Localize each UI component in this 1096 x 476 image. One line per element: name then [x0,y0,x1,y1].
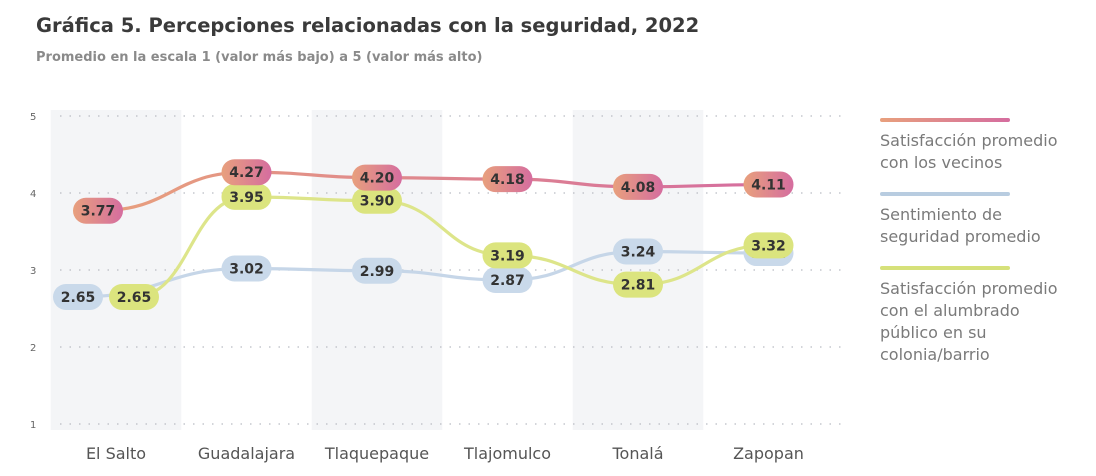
data-label-seguridad: 3.24 [621,245,656,261]
data-label-alumbrado: 2.81 [621,278,656,294]
chart-title: Gráfica 5. Percepciones relacionadas con… [36,14,700,37]
data-label-alumbrado: 3.32 [751,238,786,254]
data-label-vecinos: 3.77 [81,204,116,220]
chart-subtitle: Promedio en la escala 1 (valor más bajo)… [36,50,483,65]
data-point-vecinos [352,164,402,191]
data-label-vecinos: 4.08 [621,180,656,196]
x-tick-label: Tonalá [611,444,663,463]
legend-item-alumbrado: Satisfacción promedio con el alumbrado p… [868,266,1078,366]
legend-swatch-alumbrado [880,266,1010,270]
legend-item-seguridad: Sentimiento de seguridad promedio [868,192,1078,248]
data-point-vecinos [613,173,663,200]
legend-label-line: Satisfacción promedio [880,131,1058,150]
y-tick-label: 2 [30,343,36,354]
y-tick-label: 4 [30,189,36,200]
legend: Satisfacción promedio con los vecinos Se… [868,118,1078,384]
legend-label-line: Sentimiento de [880,205,1003,224]
data-label-alumbrado: 3.19 [490,248,525,264]
legend-label-line: público en su [880,323,987,342]
legend-label-vecinos: Satisfacción promedio con los vecinos [868,130,1078,174]
data-point-alumbrado [613,271,663,298]
data-point-alumbrado [109,283,159,310]
data-label-vecinos: 4.27 [229,165,264,181]
y-tick-label: 1 [30,420,36,431]
data-label-alumbrado: 3.90 [360,194,395,210]
legend-label-line: con los vecinos [880,153,1003,172]
column-band [572,110,704,430]
data-label-seguridad: 2.87 [490,273,525,289]
data-label-seguridad: 2.65 [61,290,96,306]
legend-swatch-vecinos [880,118,1010,122]
column-band [50,110,182,430]
y-tick-label: 3 [30,266,36,277]
x-tick-label: El Salto [86,444,146,463]
data-label-vecinos: 4.18 [490,172,525,188]
data-label-seguridad: 3.02 [229,261,264,277]
data-point-alumbrado [352,187,402,214]
legend-label-line: seguridad promedio [880,227,1041,246]
legend-swatch-seguridad [880,192,1010,196]
data-point-seguridad [613,238,663,265]
data-label-alumbrado: 3.95 [229,190,264,206]
data-point-seguridad [53,283,103,310]
legend-label-line: Satisfacción promedio [880,279,1058,298]
data-label-alumbrado: 2.65 [117,290,152,306]
data-label-seguridad: 2.99 [360,264,395,280]
data-label-vecinos: 4.20 [360,171,395,187]
data-point-vecinos [221,159,272,186]
x-tick-label: Guadalajara [198,444,295,463]
data-point-seguridad [221,255,272,282]
data-point-seguridad [352,257,402,284]
legend-item-vecinos: Satisfacción promedio con los vecinos [868,118,1078,174]
x-tick-label: Tlaquepaque [324,444,429,463]
data-label-vecinos: 4.11 [751,178,786,194]
legend-label-seguridad: Sentimiento de seguridad promedio [868,204,1078,248]
data-point-vecinos [73,197,123,224]
data-point-vecinos [482,166,533,193]
data-point-vecinos [743,171,794,198]
data-point-alumbrado [482,242,533,269]
legend-label-line: colonia/barrio [880,345,990,364]
x-tick-label: Zapopan [733,444,804,463]
y-tick-label: 5 [30,112,36,123]
data-point-alumbrado [743,232,794,259]
x-tick-label: Tlajomulco [463,444,551,463]
data-point-alumbrado [221,183,272,210]
data-point-seguridad [482,267,533,294]
legend-label-alumbrado: Satisfacción promedio con el alumbrado p… [868,278,1078,366]
legend-label-line: con el alumbrado [880,301,1020,320]
